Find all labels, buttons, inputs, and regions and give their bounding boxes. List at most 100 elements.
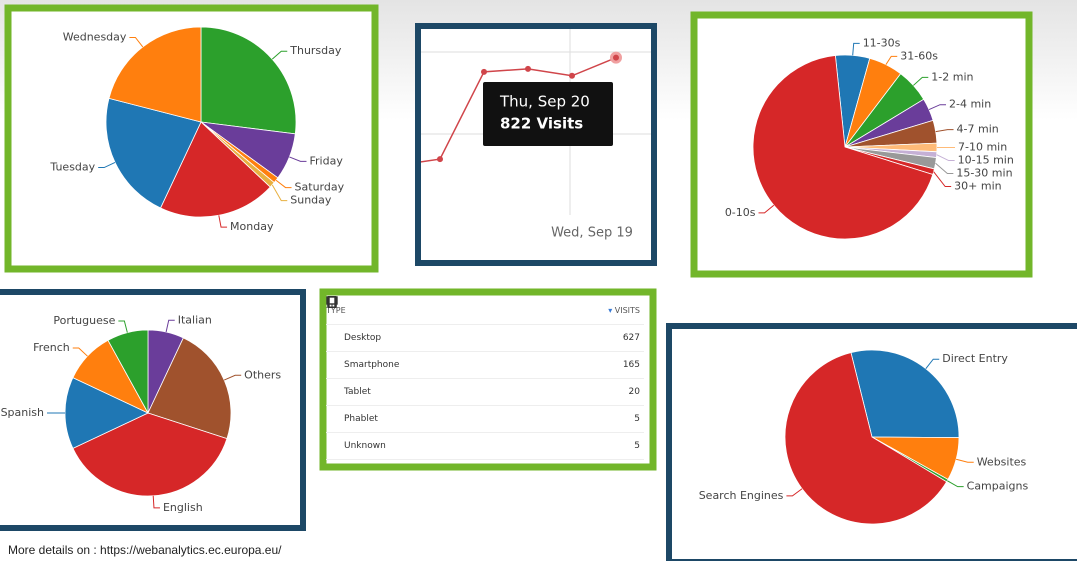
slice-label: Direct Entry bbox=[942, 352, 1008, 365]
data-point bbox=[569, 72, 575, 79]
slice-label: Portuguese bbox=[53, 314, 115, 327]
x-tick-label: Wed, Sep 19 bbox=[551, 226, 633, 241]
leader-line bbox=[955, 458, 974, 463]
leader-line bbox=[165, 319, 175, 333]
visits-cell: 627 bbox=[622, 333, 640, 343]
leader-line bbox=[118, 320, 128, 333]
slice-label: 2-4 min bbox=[949, 98, 991, 111]
pie-slice bbox=[108, 26, 202, 123]
pie-slice bbox=[105, 97, 202, 209]
visits-cell: 5 bbox=[634, 414, 640, 424]
footer: More details on : https://webanalytics.e… bbox=[8, 543, 282, 557]
leader-line bbox=[152, 495, 160, 509]
type-text: Smartphone bbox=[344, 360, 400, 370]
slice-label: 10-15 min bbox=[958, 154, 1014, 167]
visits-cell: 165 bbox=[622, 360, 640, 370]
leader-line bbox=[289, 156, 307, 162]
leader-line bbox=[786, 488, 803, 497]
type-text: Tablet bbox=[344, 387, 371, 397]
leader-line bbox=[275, 179, 292, 189]
slice-label: 7-10 min bbox=[958, 141, 1007, 154]
table-row: Desktop 627 bbox=[326, 296, 644, 352]
type-text: Unknown bbox=[344, 441, 386, 451]
leader-line bbox=[935, 129, 954, 133]
slice-label: French bbox=[33, 341, 70, 354]
slice-label: Monday bbox=[230, 220, 274, 233]
leader-line bbox=[936, 154, 955, 162]
leader-line bbox=[933, 171, 952, 188]
data-point bbox=[610, 51, 622, 64]
pie-slice bbox=[160, 121, 271, 218]
slice-label: 15-30 min bbox=[956, 167, 1012, 180]
tooltip-text: 822 Visits bbox=[500, 115, 583, 133]
leader-line bbox=[271, 184, 288, 202]
col-header: TYPE bbox=[326, 305, 346, 315]
slice-label: 31-60s bbox=[900, 49, 938, 62]
slice-label: Thursday bbox=[289, 44, 342, 57]
type-cell: Desktop bbox=[326, 296, 623, 343]
slice-label: Spanish bbox=[1, 406, 44, 419]
table-row: Unknown 5 bbox=[326, 433, 644, 460]
slice-label: Italian bbox=[178, 313, 212, 326]
leader-line bbox=[885, 55, 898, 65]
type-cell: Unknown bbox=[326, 441, 634, 451]
pie-slice bbox=[784, 352, 948, 525]
slice-label: Search Engines bbox=[699, 489, 784, 502]
table-row: Tablet 20 bbox=[326, 296, 644, 406]
tooltip bbox=[483, 82, 613, 146]
type-cell: Smartphone bbox=[326, 296, 623, 370]
leader-line bbox=[98, 161, 116, 169]
slice-label: 11-30s bbox=[863, 36, 901, 49]
slice-label: Others bbox=[244, 368, 281, 381]
leader-line bbox=[935, 162, 954, 175]
leader-line bbox=[852, 42, 860, 56]
table-row: Phablet 5 bbox=[326, 296, 644, 433]
type-text: Desktop bbox=[344, 333, 382, 343]
visits-cell: 5 bbox=[634, 441, 640, 451]
leader-line bbox=[223, 374, 242, 381]
leader-line bbox=[218, 215, 228, 228]
data-point bbox=[481, 68, 487, 75]
pie-slice bbox=[72, 412, 228, 497]
leader-line bbox=[129, 36, 144, 48]
col-header-text: VISITS bbox=[614, 305, 640, 315]
table-row: Smartphone 165 bbox=[326, 296, 644, 379]
slice-label: 0-10s bbox=[725, 206, 756, 219]
table-header: TYPE ▾ VISITS bbox=[326, 296, 644, 325]
type-cell: Tablet bbox=[326, 296, 629, 397]
line-plot: Wed, Sep 19 bbox=[393, 29, 651, 241]
slice-label: 4-7 min bbox=[957, 123, 999, 136]
data-point bbox=[437, 156, 443, 163]
leader-line bbox=[947, 480, 964, 488]
slice-label: Saturday bbox=[295, 181, 345, 194]
slice-label: English bbox=[163, 501, 203, 514]
data-point bbox=[525, 65, 531, 72]
slice-label: Sunday bbox=[290, 194, 332, 207]
leader-line bbox=[925, 358, 940, 369]
data-point bbox=[393, 163, 399, 169]
leader-line bbox=[758, 204, 775, 214]
slice-label: Tuesday bbox=[49, 161, 95, 174]
pie-slice bbox=[107, 329, 149, 414]
slice-label: Campaigns bbox=[967, 480, 1029, 493]
leader-line bbox=[928, 104, 947, 111]
leader-line bbox=[913, 76, 929, 86]
slice-label: Friday bbox=[309, 154, 343, 167]
device-table: TYPE ▾ VISITS Desktop 627 Smartphone 165 Tab… bbox=[326, 296, 644, 460]
leader-line bbox=[271, 50, 288, 60]
slice-label: 30+ min bbox=[954, 180, 1001, 193]
panel-frame bbox=[319, 288, 657, 471]
visits-cell: 20 bbox=[628, 387, 640, 397]
pie-slice bbox=[850, 349, 960, 439]
tooltip-title: Thu, Sep 20 bbox=[499, 93, 590, 111]
slice-label: 1-2 min bbox=[931, 70, 973, 83]
type-cell: Phablet bbox=[326, 296, 634, 424]
slice-label: Websites bbox=[977, 455, 1027, 468]
type-text: Phablet bbox=[344, 414, 378, 424]
col-header[interactable]: ▾ VISITS bbox=[608, 305, 640, 315]
slice-label: Wednesday bbox=[63, 30, 127, 43]
series-line bbox=[421, 56, 617, 163]
leader-line bbox=[72, 347, 88, 357]
